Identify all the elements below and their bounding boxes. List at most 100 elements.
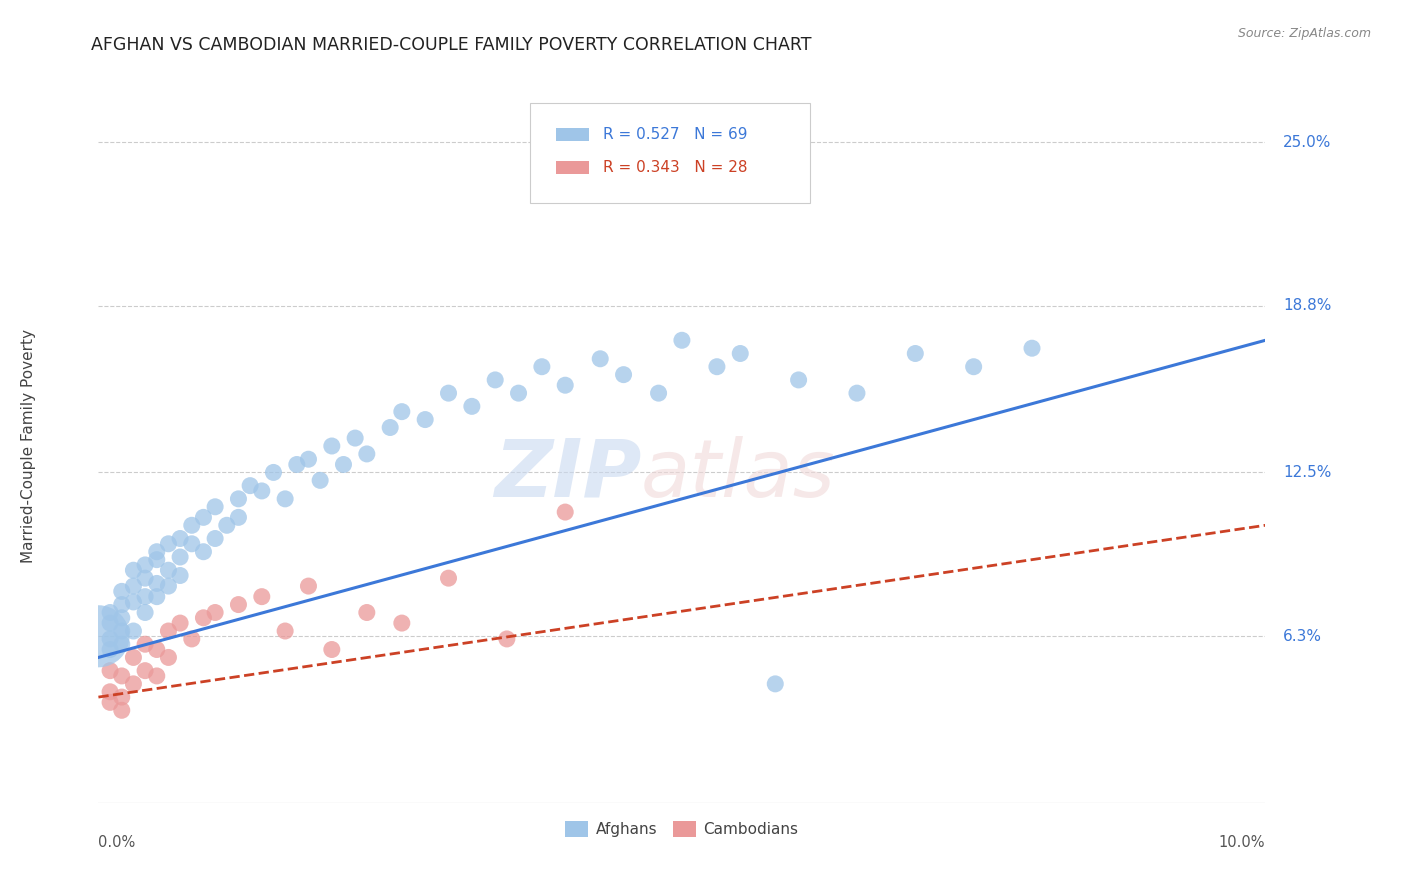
Point	[204, 606, 226, 620]
Point	[204, 500, 226, 514]
Point	[204, 532, 226, 546]
Point	[146, 545, 169, 559]
Point	[647, 386, 669, 401]
Point	[554, 505, 576, 519]
Point	[391, 404, 413, 418]
Text: atlas: atlas	[641, 435, 835, 514]
Point	[262, 466, 284, 480]
Point	[787, 373, 810, 387]
Point	[98, 664, 121, 678]
Point	[146, 576, 169, 591]
Point	[146, 642, 169, 657]
Point	[250, 590, 273, 604]
Point	[122, 579, 145, 593]
Point	[274, 624, 297, 638]
Text: 18.8%: 18.8%	[1282, 299, 1331, 313]
Point	[98, 695, 121, 709]
Point	[122, 624, 145, 638]
Point	[461, 400, 484, 414]
Point	[122, 650, 145, 665]
Point	[111, 703, 134, 717]
Point	[730, 346, 752, 360]
FancyBboxPatch shape	[530, 103, 810, 203]
Point	[508, 386, 530, 401]
Text: 12.5%: 12.5%	[1282, 465, 1331, 480]
Point	[98, 616, 121, 631]
Point	[157, 563, 180, 577]
Point	[250, 483, 273, 498]
Point	[332, 458, 354, 472]
Point	[169, 616, 191, 631]
Point	[193, 545, 215, 559]
Point	[134, 571, 156, 585]
Point	[98, 642, 121, 657]
Point	[297, 452, 319, 467]
Point	[111, 598, 134, 612]
FancyBboxPatch shape	[555, 128, 589, 141]
Point	[111, 690, 134, 704]
Point	[157, 579, 180, 593]
Point	[134, 637, 156, 651]
Text: Married-Couple Family Poverty: Married-Couple Family Poverty	[21, 329, 37, 563]
Point	[87, 629, 110, 643]
Point	[134, 558, 156, 572]
Point	[122, 677, 145, 691]
Point	[356, 606, 378, 620]
Text: 25.0%: 25.0%	[1282, 135, 1331, 150]
Point	[111, 584, 134, 599]
Point	[297, 579, 319, 593]
Point	[763, 677, 786, 691]
Point	[554, 378, 576, 392]
Point	[962, 359, 984, 374]
Point	[228, 491, 250, 506]
Point	[496, 632, 519, 646]
Point	[391, 616, 413, 631]
Point	[157, 650, 180, 665]
Point	[228, 510, 250, 524]
Point	[356, 447, 378, 461]
Point	[193, 611, 215, 625]
Point	[122, 563, 145, 577]
Point	[134, 590, 156, 604]
Point	[111, 611, 134, 625]
Point	[321, 439, 343, 453]
Legend: Afghans, Cambodians: Afghans, Cambodians	[558, 814, 806, 845]
Point	[530, 359, 553, 374]
Text: 6.3%: 6.3%	[1282, 629, 1322, 644]
Point	[437, 571, 460, 585]
Point	[706, 359, 728, 374]
Point	[146, 590, 169, 604]
Point	[380, 420, 402, 434]
Point	[228, 598, 250, 612]
Point	[1021, 341, 1043, 355]
Point	[239, 478, 262, 492]
Point	[98, 685, 121, 699]
Text: R = 0.343   N = 28: R = 0.343 N = 28	[603, 161, 748, 175]
Point	[193, 510, 215, 524]
Point	[111, 669, 134, 683]
Text: ZIP: ZIP	[494, 435, 641, 514]
Text: Source: ZipAtlas.com: Source: ZipAtlas.com	[1237, 27, 1371, 40]
Point	[98, 606, 121, 620]
Text: 0.0%: 0.0%	[98, 835, 135, 849]
Point	[111, 637, 134, 651]
Point	[169, 549, 191, 564]
Point	[215, 518, 238, 533]
Point	[846, 386, 869, 401]
Point	[321, 642, 343, 657]
Point	[413, 412, 436, 426]
Point	[169, 568, 191, 582]
Point	[157, 537, 180, 551]
Point	[146, 552, 169, 566]
Point	[309, 474, 332, 488]
Point	[146, 669, 169, 683]
Point	[180, 537, 202, 551]
Point	[122, 595, 145, 609]
Point	[169, 532, 191, 546]
Text: AFGHAN VS CAMBODIAN MARRIED-COUPLE FAMILY POVERTY CORRELATION CHART: AFGHAN VS CAMBODIAN MARRIED-COUPLE FAMIL…	[91, 36, 811, 54]
Text: R = 0.527   N = 69: R = 0.527 N = 69	[603, 127, 748, 142]
Point	[344, 431, 367, 445]
Point	[274, 491, 297, 506]
Point	[612, 368, 634, 382]
Point	[589, 351, 612, 366]
